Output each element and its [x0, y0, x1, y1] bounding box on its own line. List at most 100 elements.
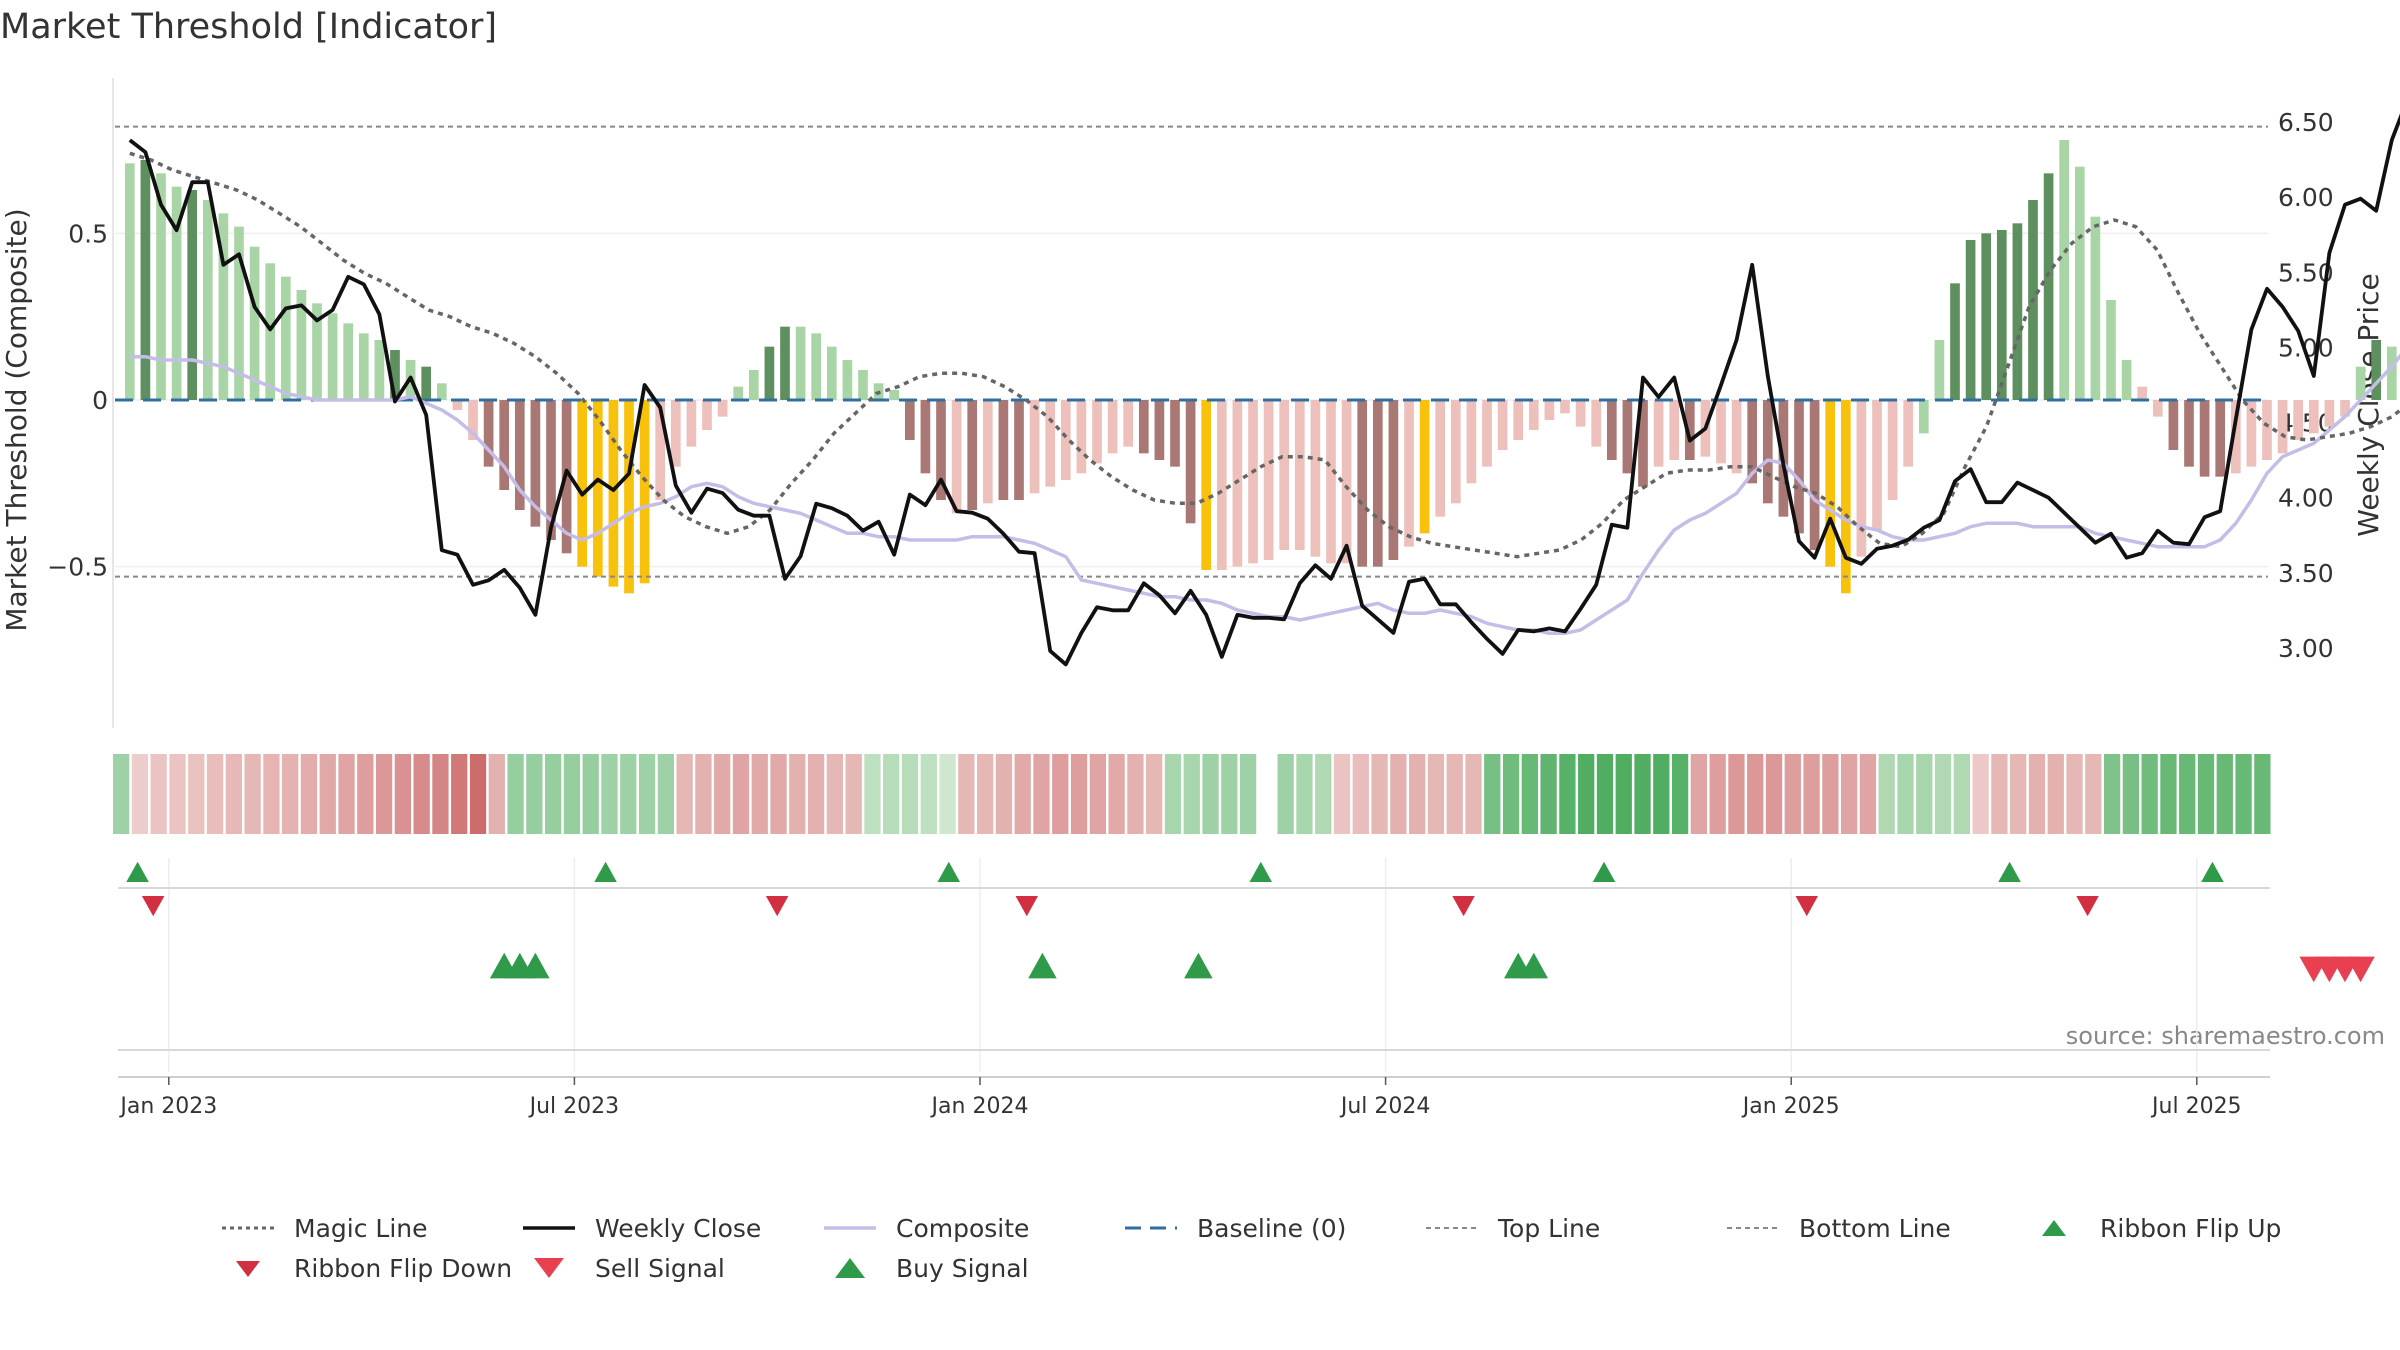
composite-bar	[1872, 400, 1882, 530]
composite-bar	[530, 400, 541, 527]
ribbon-flip-up-marker	[937, 861, 960, 882]
y-right-tick-label: 3.00	[2278, 634, 2334, 663]
ribbon-cell	[1690, 754, 1708, 834]
ribbon-flip-up-marker	[2201, 861, 2224, 882]
legend-swatch-baseline	[1125, 1226, 1177, 1230]
composite-bar	[218, 213, 229, 400]
ribbon-cell	[1277, 754, 1294, 834]
ribbon-cell	[1127, 754, 1144, 834]
ribbon-cell	[901, 754, 919, 834]
composite-bar	[2184, 400, 2194, 467]
composite-bar	[1216, 400, 1227, 570]
legend-label: Bottom Line	[1799, 1213, 1951, 1243]
composite-bar	[1201, 400, 1212, 570]
ribbon-cell	[1164, 754, 1182, 834]
ribbon-cell	[601, 754, 618, 834]
composite-bar	[904, 400, 915, 440]
composite-bar	[967, 400, 978, 510]
ribbon-cell	[1502, 754, 1520, 834]
composite-bar	[655, 400, 666, 500]
x-tick-label: Jul 2025	[2150, 1094, 2242, 1119]
ribbon-cell	[1991, 754, 2008, 834]
composite-bar	[1482, 400, 1492, 467]
y-left-tick-label: −0.5	[47, 553, 108, 582]
ribbon-cell	[1709, 754, 1726, 834]
ribbon-cell	[657, 754, 674, 834]
composite-bar	[1357, 400, 1368, 567]
composite-bar	[670, 400, 681, 467]
ribbon-cell	[714, 754, 731, 834]
composite-bar	[1497, 400, 1508, 450]
x-axis: Jan 2023 Jul 2023 Jan 2024 Jul 2024 Jan 2025…	[118, 1077, 2242, 1119]
legend-label: Ribbon Flip Down	[294, 1253, 513, 1283]
y-right-tick-label: 3.50	[2278, 559, 2334, 588]
composite-bar	[1731, 400, 1742, 474]
weekly-close-line	[128, 113, 2400, 667]
ribbon-cell	[958, 754, 975, 834]
composite-bar	[202, 200, 213, 400]
composite-bar	[748, 370, 759, 400]
composite-bar	[390, 350, 400, 400]
legend-swatch-weekly-close	[523, 1226, 575, 1230]
composite-bar	[795, 326, 806, 400]
composite-bar	[2293, 400, 2304, 440]
x-tick-label: Jul 2024	[1339, 1094, 1431, 1119]
composite-bar	[1076, 400, 1087, 474]
composite-bar	[608, 400, 619, 587]
ribbon-flip-up-marker	[1592, 861, 1616, 882]
ribbon-cell	[244, 754, 261, 834]
composite-bar	[1560, 400, 1570, 414]
ribbon-cell	[1859, 754, 1877, 834]
ribbon-cell	[1070, 754, 1088, 834]
ribbon-cell	[2028, 754, 2046, 834]
ribbon-cell	[319, 754, 336, 834]
ribbon-cell	[676, 754, 693, 834]
composite-bar	[1903, 400, 1914, 467]
ribbon-cell	[1352, 754, 1369, 834]
composite-bar	[2012, 223, 2023, 400]
composite-bar	[468, 400, 478, 440]
ribbon-cell	[1052, 754, 1069, 834]
ribbon-cell	[488, 754, 505, 834]
ribbon-flip-down-marker	[141, 896, 165, 917]
ribbon-cell	[507, 754, 524, 834]
ribbon-cell	[188, 754, 205, 834]
legend-swatch-bottom-line	[1727, 1227, 1779, 1229]
ribbon-flip-up-marker	[1998, 861, 2021, 882]
composite-bar	[1185, 400, 1196, 524]
legend-label: Buy Signal	[896, 1253, 1029, 1283]
composite-bar	[2043, 173, 2054, 400]
composite-bar	[546, 400, 556, 540]
ribbon-cell	[1653, 754, 1670, 834]
ribbon-cell	[770, 754, 787, 834]
ribbon-cell	[1089, 754, 1106, 834]
buy-signal-marker	[1184, 952, 1213, 979]
ribbon-cell	[1916, 754, 1933, 834]
composite-bar	[733, 386, 744, 400]
composite-bar	[2121, 360, 2132, 400]
ribbon-cell	[845, 754, 862, 834]
ribbon-cell	[1765, 754, 1783, 834]
legend-item-baseline: Baseline (0)	[1123, 1214, 1424, 1243]
composite-bar	[1045, 400, 1056, 487]
ribbon-cell	[1409, 754, 1426, 834]
composite-bar	[889, 390, 900, 400]
ribbon-flip-down-marker	[1015, 896, 1038, 917]
ribbon-cell	[131, 754, 149, 834]
ribbon-cell	[1822, 754, 1839, 834]
composite-bar	[577, 400, 588, 567]
composite-bar	[1965, 240, 1976, 400]
legend-label: Sell Signal	[595, 1253, 725, 1283]
composite-bar	[1606, 400, 1617, 460]
ribbon-cell	[864, 754, 881, 834]
ribbon-flip-down-marker	[2076, 896, 2099, 917]
ribbon-cell	[1108, 754, 1125, 834]
composite-bar	[1684, 400, 1695, 460]
ribbon-cell	[282, 754, 299, 834]
ribbon-cell	[695, 754, 712, 834]
ribbon-cell	[2066, 754, 2083, 834]
composite-bar	[327, 313, 338, 400]
x-tick-label: Jul 2023	[528, 1094, 620, 1119]
composite-bar	[265, 263, 276, 400]
ribbon-cell	[920, 754, 937, 834]
